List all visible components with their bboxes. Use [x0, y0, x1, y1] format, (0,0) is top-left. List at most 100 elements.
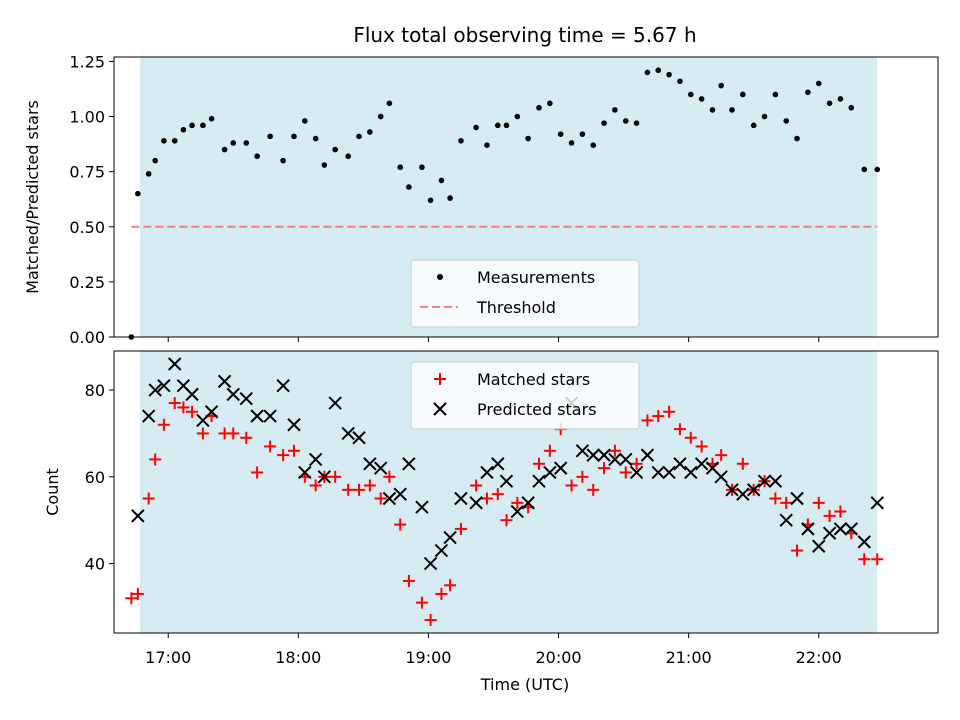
predicted-star-point	[662, 465, 676, 480]
measurement-point	[750, 122, 757, 129]
matched-star-point	[168, 397, 181, 410]
predicted-star-point	[402, 457, 416, 471]
matched-star-point	[587, 483, 600, 496]
predicted-star-point	[454, 491, 468, 506]
matched-star-point	[543, 444, 556, 457]
x-tick-label: 21:00	[666, 648, 712, 667]
predicted-star-point	[374, 461, 388, 475]
x-tick-label: 20:00	[535, 648, 581, 667]
measurement-point	[740, 91, 746, 98]
predicted-star-point	[204, 405, 219, 419]
measurement-point	[557, 131, 564, 137]
bottom-y-tick-label: 60	[85, 468, 105, 487]
matched-star-point	[353, 483, 366, 496]
predicted-star-point	[510, 504, 525, 519]
measurement-point	[386, 100, 393, 107]
legend-predicted-marker	[433, 402, 447, 416]
x-tick-label: 18:00	[275, 648, 321, 667]
measurement-point	[208, 115, 215, 122]
matched-star-point	[402, 574, 415, 587]
measurement-point	[312, 135, 319, 142]
matched-star-point	[684, 431, 697, 444]
top-y-tick-label: 0.25	[69, 273, 105, 292]
predicted-star-point	[757, 474, 772, 488]
measurement-point	[152, 157, 158, 164]
measurement-point	[644, 69, 651, 76]
bottom-y-tick-label: 80	[85, 381, 105, 400]
predicted-star-point	[239, 392, 253, 406]
predicted-star-point	[217, 374, 232, 389]
measurement-point	[874, 166, 881, 173]
predicted-star-point	[597, 448, 611, 462]
predicted-star-point	[393, 487, 407, 501]
matched-star-point	[576, 470, 589, 483]
matched-star-point	[435, 587, 448, 600]
measurement-point	[221, 146, 228, 153]
measurement-point	[729, 107, 735, 113]
top-y-tick-label: 1.25	[69, 52, 105, 71]
matched-star-point	[277, 449, 290, 462]
measurement-point	[718, 82, 724, 89]
x-tick-label: 22:00	[796, 648, 842, 667]
measurement-point	[677, 78, 683, 85]
measurement-point	[356, 133, 362, 140]
matched-star-point	[500, 514, 513, 527]
top-y-axis-label: Matched/Predicted stars	[23, 100, 42, 294]
bottom-y-tick-label: 40	[85, 555, 105, 574]
predicted-star-point	[870, 496, 884, 510]
matched-star-point	[131, 587, 144, 600]
predicted-star-point	[298, 465, 312, 480]
measurement-point	[495, 122, 501, 129]
matched-star-point	[251, 466, 264, 479]
legend-matched-marker	[434, 373, 446, 385]
predicted-star-point	[812, 539, 826, 553]
legend-matched-label: Matched stars	[477, 370, 590, 389]
measurement-point	[397, 164, 404, 171]
measurement-point	[622, 118, 629, 124]
matched-star-point	[780, 496, 793, 509]
predicted-star-point	[629, 465, 644, 480]
measurement-point	[291, 133, 297, 140]
measurement-point	[633, 120, 640, 126]
matched-star-point	[641, 414, 654, 427]
predicted-star-point	[363, 457, 377, 471]
top-panel: 0.00 0.25 0.50 0.75 1.00 1.25 Matched/Predict…	[23, 52, 939, 347]
matched-star-point	[695, 440, 708, 453]
bottom-legend: Matched stars Predicted stars	[410, 361, 640, 430]
matched-star-point	[177, 401, 190, 414]
predicted-star-point	[469, 496, 483, 510]
matched-star-point	[673, 423, 686, 436]
predicted-star-point	[308, 452, 323, 467]
measurement-point	[579, 131, 586, 137]
x-axis-label: Time (UTC)	[480, 675, 569, 694]
predicted-star-point	[586, 448, 600, 462]
top-y-tick-label: 1.00	[69, 108, 105, 127]
measurement-point	[484, 142, 490, 148]
measurement-point	[568, 140, 575, 146]
predicted-star-point	[415, 500, 429, 514]
measurement-point	[230, 140, 237, 146]
measurement-point	[688, 91, 694, 98]
bottom-panel: 40 60 80 17:00 18:00 19:00 20:00 21:00 22:00 Co…	[43, 350, 939, 694]
x-tick-label: 17:00	[145, 648, 191, 667]
measurement-point	[666, 71, 672, 78]
legend-threshold-label: Threshold	[476, 298, 556, 317]
predicted-star-point	[673, 457, 687, 471]
predicted-star-point	[553, 461, 568, 475]
measurement-point	[547, 100, 553, 107]
measurement-point	[135, 190, 141, 197]
matched-star-point	[470, 479, 483, 492]
measurement-point	[698, 96, 705, 102]
measurement-point	[861, 166, 868, 173]
measurement-point	[458, 137, 464, 144]
predicted-star-point	[443, 530, 457, 545]
matched-star-point	[287, 444, 300, 457]
matched-star-point	[736, 457, 749, 470]
top-y-tick-label: 0.00	[69, 328, 105, 347]
predicted-star-point	[768, 474, 783, 488]
measurement-point	[805, 89, 811, 96]
measurement-point	[267, 133, 273, 140]
measurement-point	[525, 135, 531, 142]
predicted-star-point	[532, 474, 546, 488]
matched-star-point	[264, 440, 277, 453]
